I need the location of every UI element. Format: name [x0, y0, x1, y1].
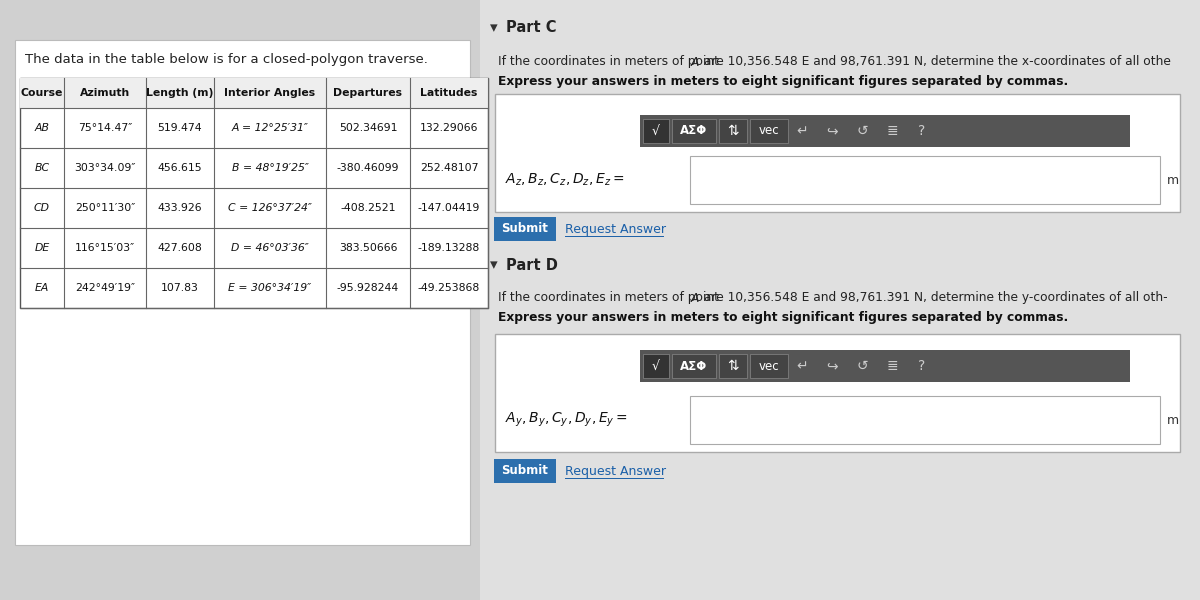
Text: 456.615: 456.615	[157, 163, 203, 173]
Text: ↵: ↵	[796, 359, 808, 373]
FancyBboxPatch shape	[494, 217, 556, 241]
Text: ?: ?	[918, 359, 925, 373]
Text: CD: CD	[34, 203, 50, 213]
Text: √: √	[652, 359, 660, 373]
Text: DE: DE	[35, 243, 49, 253]
FancyBboxPatch shape	[690, 396, 1160, 444]
Text: Express your answers in meters to eight significant figures separated by commas.: Express your answers in meters to eight …	[498, 76, 1068, 88]
Text: 519.474: 519.474	[157, 123, 203, 133]
Text: ▾: ▾	[490, 257, 498, 272]
Text: ?: ?	[918, 124, 925, 138]
Text: ↵: ↵	[796, 124, 808, 138]
Text: Part D: Part D	[506, 257, 558, 272]
Text: ↪: ↪	[826, 359, 838, 373]
Bar	[643, 354, 670, 378]
Text: Part C: Part C	[506, 20, 557, 35]
Text: -147.04419: -147.04419	[418, 203, 480, 213]
Text: vec: vec	[758, 359, 779, 373]
Text: are 10,356.548 E and 98,761.391 N, determine the x-coordinates of all othe: are 10,356.548 E and 98,761.391 N, deter…	[700, 55, 1171, 68]
Text: -189.13288: -189.13288	[418, 243, 480, 253]
Bar	[672, 354, 716, 378]
Text: ≣: ≣	[886, 359, 898, 373]
Bar	[20, 78, 488, 108]
Text: ↪: ↪	[826, 124, 838, 138]
Text: C = 126°37′24″: C = 126°37′24″	[228, 203, 312, 213]
Bar	[672, 119, 716, 143]
Bar	[750, 354, 788, 378]
Text: 383.50666: 383.50666	[338, 243, 397, 253]
Text: Length (m): Length (m)	[146, 88, 214, 98]
Text: are 10,356.548 E and 98,761.391 N, determine the y-coordinates of all oth-: are 10,356.548 E and 98,761.391 N, deter…	[700, 292, 1168, 304]
Text: ≣: ≣	[886, 124, 898, 138]
Text: 107.83: 107.83	[161, 283, 199, 293]
Text: The data in the table below is for a closed-polygon traverse.: The data in the table below is for a clo…	[25, 53, 428, 67]
Text: 433.926: 433.926	[157, 203, 203, 213]
Bar	[640, 115, 1130, 147]
Text: Submit: Submit	[502, 464, 548, 478]
Text: 116°15′03″: 116°15′03″	[74, 243, 136, 253]
Text: 242°49′19″: 242°49′19″	[74, 283, 136, 293]
Text: Interior Angles: Interior Angles	[224, 88, 316, 98]
Text: If the coordinates in meters of point: If the coordinates in meters of point	[498, 55, 722, 68]
Text: -95.928244: -95.928244	[337, 283, 400, 293]
Text: 427.608: 427.608	[157, 243, 203, 253]
Text: AΣΦ: AΣΦ	[680, 124, 708, 137]
Text: 502.34691: 502.34691	[338, 123, 397, 133]
Bar	[640, 350, 1130, 382]
Text: Express your answers in meters to eight significant figures separated by commas.: Express your answers in meters to eight …	[498, 311, 1068, 325]
Text: ↺: ↺	[856, 359, 868, 373]
Text: EA: EA	[35, 283, 49, 293]
Text: 132.29066: 132.29066	[420, 123, 479, 133]
Text: Submit: Submit	[502, 223, 548, 235]
Bar	[719, 119, 746, 143]
Bar	[719, 354, 746, 378]
Text: vec: vec	[758, 124, 779, 137]
Text: $A_y, B_y, C_y, D_y, E_y =$: $A_y, B_y, C_y, D_y, E_y =$	[505, 411, 628, 429]
Text: AΣΦ: AΣΦ	[680, 359, 708, 373]
Text: -408.2521: -408.2521	[341, 203, 396, 213]
Text: D = 46°03′36″: D = 46°03′36″	[232, 243, 308, 253]
Text: √: √	[652, 124, 660, 137]
Text: ↺: ↺	[856, 124, 868, 138]
Text: Latitudes: Latitudes	[420, 88, 478, 98]
Text: 75°14․47″: 75°14․47″	[78, 123, 132, 133]
Text: Request Answer: Request Answer	[565, 464, 666, 478]
Text: $A_z, B_z, C_z, D_z, E_z =$: $A_z, B_z, C_z, D_z, E_z =$	[505, 172, 625, 188]
Text: m: m	[1166, 173, 1180, 187]
Text: -49.253868: -49.253868	[418, 283, 480, 293]
Text: If the coordinates in meters of point: If the coordinates in meters of point	[498, 292, 722, 304]
Bar	[20, 78, 488, 308]
Text: E = 306°34′19″: E = 306°34′19″	[228, 283, 312, 293]
Text: ⇅: ⇅	[727, 124, 739, 138]
FancyBboxPatch shape	[496, 334, 1180, 452]
Text: A: A	[691, 292, 700, 304]
Text: B = 48°19′25″: B = 48°19′25″	[232, 163, 308, 173]
Text: 303°34․09″: 303°34․09″	[74, 163, 136, 173]
Text: A: A	[691, 55, 700, 68]
Text: Request Answer: Request Answer	[565, 223, 666, 235]
Text: -380.46099: -380.46099	[337, 163, 400, 173]
FancyBboxPatch shape	[494, 459, 556, 483]
Text: m: m	[1166, 413, 1180, 427]
Text: Course: Course	[20, 88, 64, 98]
Text: BC: BC	[35, 163, 49, 173]
Text: Departures: Departures	[334, 88, 402, 98]
Text: 250°11′30″: 250°11′30″	[74, 203, 136, 213]
Text: ▾: ▾	[490, 20, 498, 35]
Text: AB: AB	[35, 123, 49, 133]
Text: 252.48107: 252.48107	[420, 163, 479, 173]
Text: A = 12°25′31″: A = 12°25′31″	[232, 123, 308, 133]
Text: Azimuth: Azimuth	[80, 88, 130, 98]
FancyBboxPatch shape	[14, 40, 470, 545]
FancyBboxPatch shape	[690, 156, 1160, 204]
FancyBboxPatch shape	[496, 94, 1180, 212]
Text: ⇅: ⇅	[727, 359, 739, 373]
Bar	[643, 119, 670, 143]
Bar	[750, 119, 788, 143]
Bar	[480, 0, 1200, 600]
